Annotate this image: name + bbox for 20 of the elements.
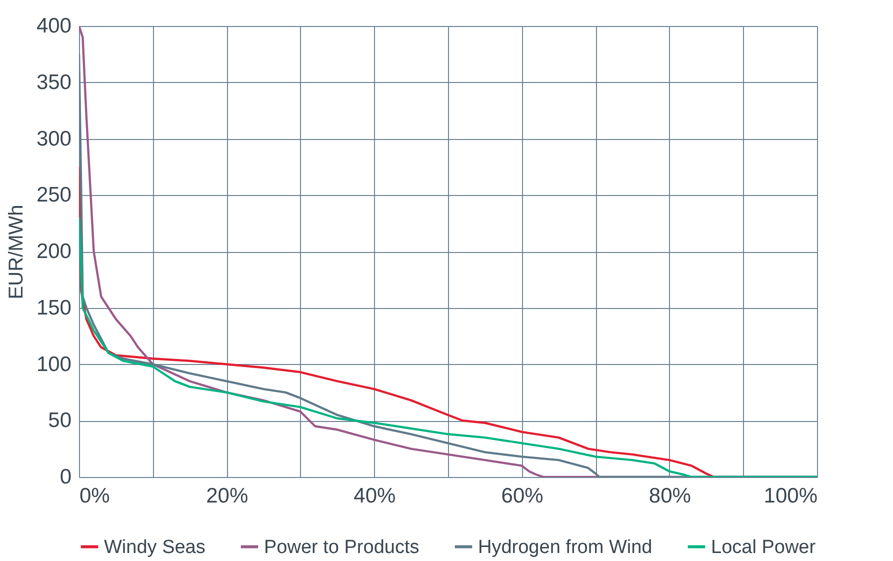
y-tick-label: 50 — [48, 409, 72, 432]
x-tick-label: 100% — [764, 484, 818, 508]
y-tick-label: 150 — [36, 296, 72, 320]
x-tick-label: 60% — [501, 484, 544, 508]
y-tick-label: 300 — [36, 127, 72, 150]
legend-label: Power to Products — [264, 536, 420, 558]
x-tick-label: 80% — [648, 484, 691, 508]
y-tick-label: 400 — [36, 14, 72, 38]
y-axis-title: EUR/MWh — [5, 204, 28, 300]
y-tick-label: 350 — [36, 70, 72, 94]
legend-label: Local Power — [711, 536, 816, 558]
x-tick-label: 0% — [80, 484, 110, 508]
y-tick-label: 250 — [36, 184, 72, 207]
y-tick-label: 0 — [60, 466, 72, 488]
y-tick-label: 100 — [36, 352, 72, 376]
y-tick-label: 200 — [36, 240, 72, 263]
legend-label: Windy Seas — [104, 536, 206, 558]
x-tick-label: 20% — [206, 484, 248, 508]
legend-label: Hydrogen from Wind — [478, 536, 652, 558]
x-tick-label: 40% — [354, 484, 396, 508]
